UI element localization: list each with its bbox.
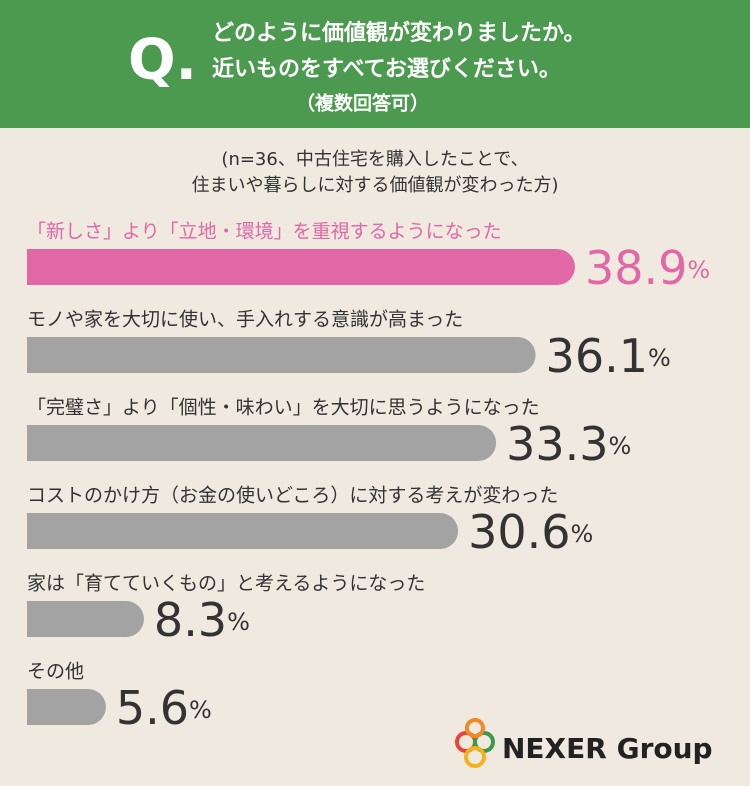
subtitle: (n=36、中古住宅を購入したことで、 bbox=[221, 149, 528, 170]
category-label: コストのかけ方（お金の使いどころ）に対する考えが変わった bbox=[27, 485, 558, 507]
bar bbox=[27, 249, 575, 285]
category-label: 「新しさ」より「立地・環境」を重視するようになった bbox=[27, 221, 502, 243]
category-label: モノや家を大切に使い、手入れする意識が高まった bbox=[27, 309, 463, 331]
header-band bbox=[0, 0, 750, 128]
value-label: 8.3% bbox=[154, 593, 250, 647]
value-label: 38.9% bbox=[585, 241, 710, 295]
brand-logo: NEXER Group bbox=[455, 718, 713, 768]
value-label: 30.6% bbox=[468, 505, 593, 559]
logo-ring bbox=[465, 718, 485, 738]
bar bbox=[27, 601, 144, 637]
title-line: 近いものをすべてお選びください。 bbox=[212, 56, 561, 82]
category-label: 家は「育てていくもの」と考えるようになった bbox=[27, 573, 425, 595]
bar bbox=[27, 425, 497, 461]
bar bbox=[27, 513, 459, 549]
bar bbox=[27, 689, 106, 725]
value-label: 33.3% bbox=[506, 417, 631, 471]
bar bbox=[27, 337, 536, 373]
logo-ring bbox=[464, 746, 486, 768]
title-line: どのように価値観が変わりましたか。 bbox=[212, 20, 586, 46]
value-label: 5.6% bbox=[116, 681, 212, 735]
brand-name: NEXER Group bbox=[502, 732, 713, 765]
subtitle: 住まいや暮らしに対する価値観が変わった方) bbox=[191, 175, 558, 196]
category-label: 「完璧さ」より「個性・味わい」を大切に思うようになった bbox=[27, 397, 540, 419]
value-label: 36.1% bbox=[546, 329, 671, 383]
title-line: （複数回答可） bbox=[296, 92, 429, 115]
category-label: その他 bbox=[27, 661, 84, 683]
question-mark: Q. bbox=[128, 28, 197, 93]
